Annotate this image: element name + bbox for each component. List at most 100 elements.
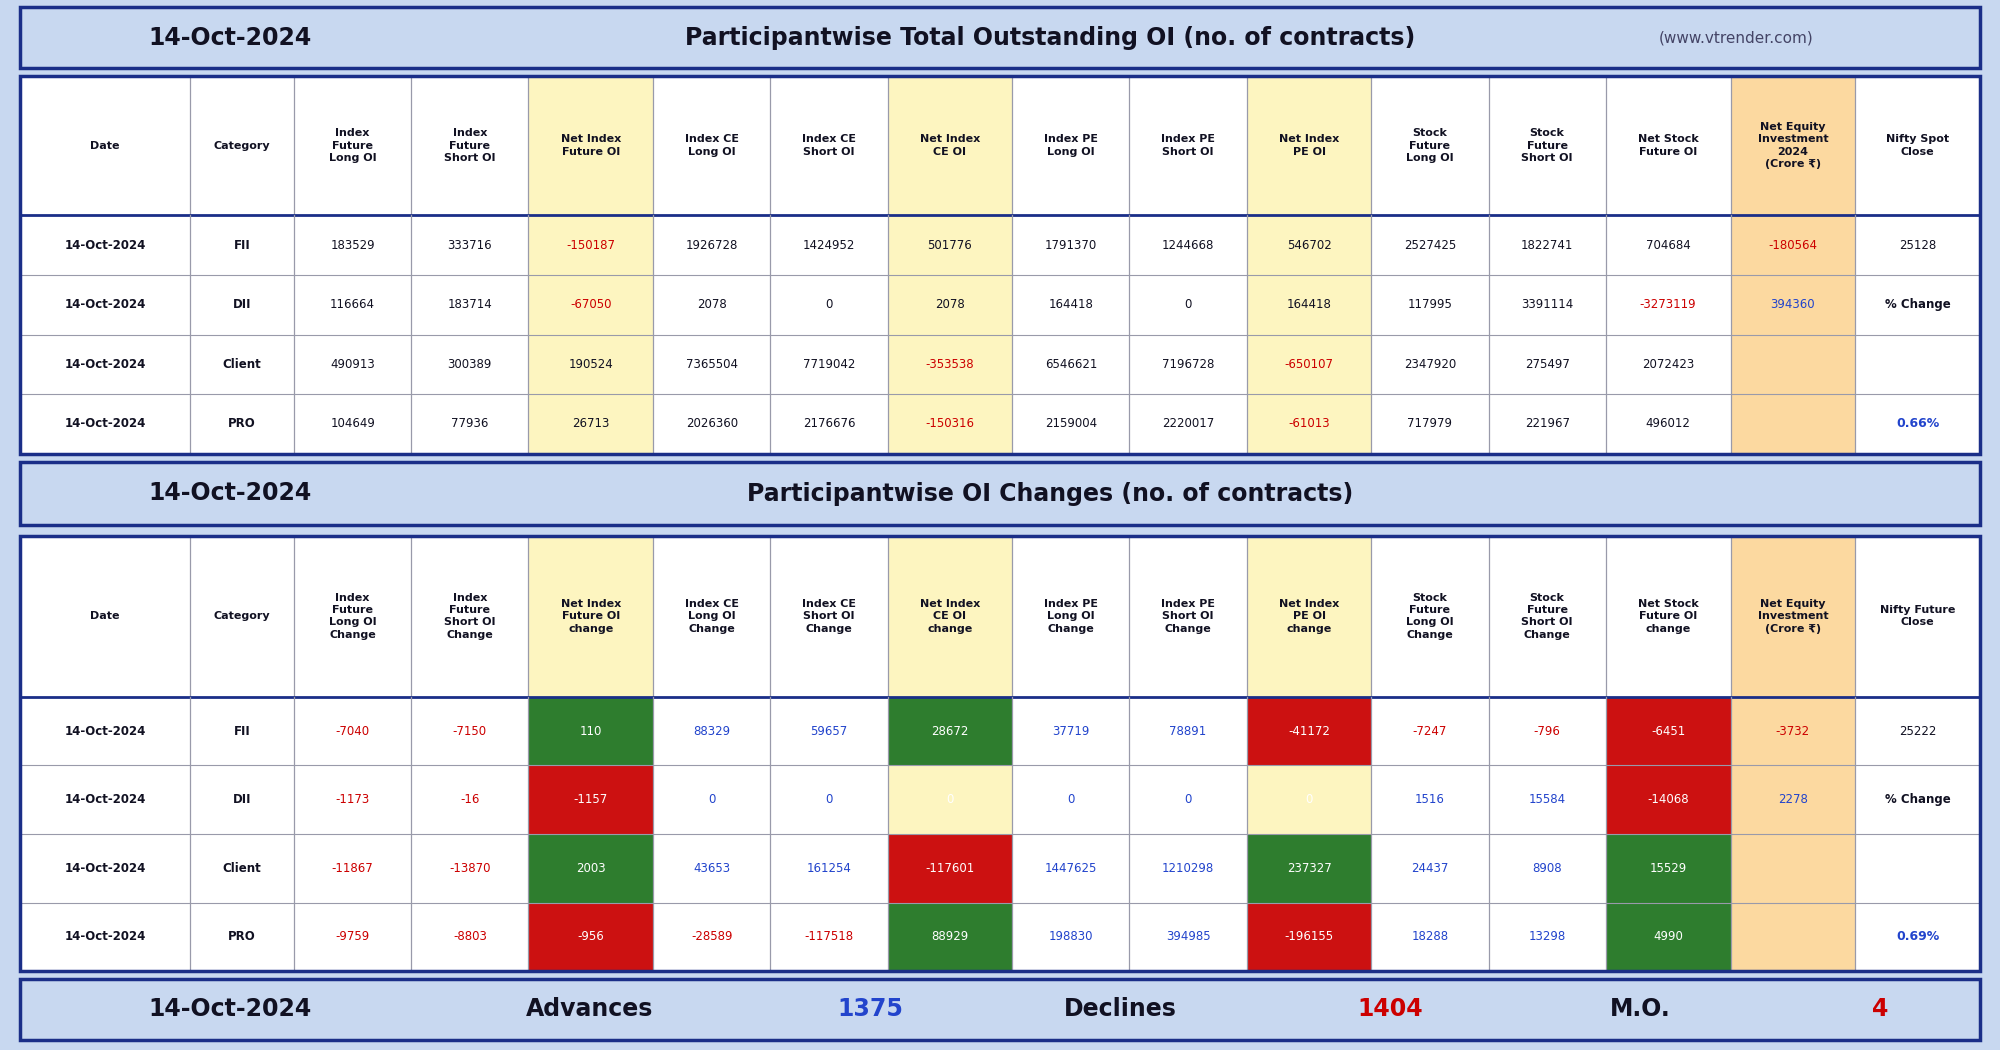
Text: -150316: -150316 — [926, 417, 974, 430]
Text: 1926728: 1926728 — [686, 238, 738, 252]
Text: 0: 0 — [826, 298, 832, 311]
Text: -1157: -1157 — [574, 793, 608, 806]
Bar — [528, 215, 654, 275]
Bar — [1730, 834, 1856, 903]
Bar — [1246, 765, 1372, 834]
Text: 2527425: 2527425 — [1404, 238, 1456, 252]
Bar — [20, 462, 1980, 525]
Text: Net Index
PE OI
change: Net Index PE OI change — [1278, 598, 1340, 633]
Text: 161254: 161254 — [806, 862, 852, 875]
Text: -41172: -41172 — [1288, 724, 1330, 737]
Bar — [1730, 536, 1856, 697]
Bar — [888, 275, 1012, 335]
Text: 1404: 1404 — [1358, 998, 1422, 1021]
Bar — [888, 394, 1012, 454]
Text: Net Index
CE OI: Net Index CE OI — [920, 134, 980, 156]
Text: Client: Client — [222, 358, 262, 371]
Text: 8908: 8908 — [1532, 862, 1562, 875]
Bar — [888, 697, 1012, 765]
Text: 2176676: 2176676 — [802, 417, 856, 430]
Text: Index CE
Short OI
Change: Index CE Short OI Change — [802, 598, 856, 633]
Text: 164418: 164418 — [1048, 298, 1094, 311]
Text: -28589: -28589 — [692, 930, 732, 944]
Text: 117995: 117995 — [1408, 298, 1452, 311]
Text: 14-Oct-2024: 14-Oct-2024 — [64, 862, 146, 875]
Text: Index
Future
Long OI: Index Future Long OI — [328, 128, 376, 163]
Text: 0: 0 — [1068, 793, 1074, 806]
Text: 6546621: 6546621 — [1044, 358, 1098, 371]
Text: Net Index
CE OI
change: Net Index CE OI change — [920, 598, 980, 633]
Text: 0: 0 — [826, 793, 832, 806]
Text: Net Index
Future OI
change: Net Index Future OI change — [560, 598, 620, 633]
Text: DII: DII — [232, 298, 252, 311]
Text: -13870: -13870 — [450, 862, 490, 875]
Text: -61013: -61013 — [1288, 417, 1330, 430]
Text: 2347920: 2347920 — [1404, 358, 1456, 371]
Bar — [528, 275, 654, 335]
Text: 3391114: 3391114 — [1522, 298, 1574, 311]
Text: 164418: 164418 — [1286, 298, 1332, 311]
Bar — [528, 335, 654, 394]
Bar — [1730, 697, 1856, 765]
Text: Participantwise Total Outstanding OI (no. of contracts): Participantwise Total Outstanding OI (no… — [684, 26, 1416, 49]
Text: 0: 0 — [946, 793, 954, 806]
Text: Index
Future
Short OI
Change: Index Future Short OI Change — [444, 592, 496, 639]
Text: 333716: 333716 — [448, 238, 492, 252]
Text: Stock
Future
Short OI: Stock Future Short OI — [1522, 128, 1572, 163]
Text: -7247: -7247 — [1412, 724, 1448, 737]
Bar — [888, 765, 1012, 834]
Text: Net Equity
Investment
2024
(Crore ₹): Net Equity Investment 2024 (Crore ₹) — [1758, 122, 1828, 169]
Text: Index
Future
Long OI
Change: Index Future Long OI Change — [328, 592, 376, 639]
Text: -117518: -117518 — [804, 930, 854, 944]
Text: 110: 110 — [580, 724, 602, 737]
Bar — [1606, 697, 1730, 765]
Text: 15529: 15529 — [1650, 862, 1686, 875]
Text: Participantwise OI Changes (no. of contracts): Participantwise OI Changes (no. of contr… — [746, 482, 1354, 505]
Text: -11867: -11867 — [332, 862, 374, 875]
Bar — [528, 834, 654, 903]
Text: 0.66%: 0.66% — [1896, 417, 1940, 430]
Bar — [888, 834, 1012, 903]
Text: 37719: 37719 — [1052, 724, 1090, 737]
Text: -67050: -67050 — [570, 298, 612, 311]
Text: -150187: -150187 — [566, 238, 616, 252]
Bar — [528, 536, 654, 697]
Bar — [1730, 215, 1856, 275]
Text: 546702: 546702 — [1286, 238, 1332, 252]
Text: Client: Client — [222, 862, 262, 875]
Text: 77936: 77936 — [452, 417, 488, 430]
Text: Nifty Spot
Close: Nifty Spot Close — [1886, 134, 1950, 156]
Text: Declines: Declines — [1064, 998, 1176, 1021]
Text: 704684: 704684 — [1646, 238, 1690, 252]
Text: 2278: 2278 — [1778, 793, 1808, 806]
Text: -6451: -6451 — [1652, 724, 1686, 737]
Text: -16: -16 — [460, 793, 480, 806]
Bar — [1730, 903, 1856, 971]
Bar — [528, 697, 654, 765]
Bar — [1730, 394, 1856, 454]
Text: 4990: 4990 — [1654, 930, 1684, 944]
Bar — [20, 462, 1980, 525]
Text: Index PE
Long OI: Index PE Long OI — [1044, 134, 1098, 156]
Text: Stock
Future
Long OI
Change: Stock Future Long OI Change — [1406, 592, 1454, 639]
Text: Index CE
Short OI: Index CE Short OI — [802, 134, 856, 156]
Text: Index CE
Long OI: Index CE Long OI — [684, 134, 738, 156]
Text: 501776: 501776 — [928, 238, 972, 252]
Bar — [20, 76, 1980, 454]
Text: 1375: 1375 — [838, 998, 902, 1021]
Bar — [20, 7, 1980, 68]
Text: 0.69%: 0.69% — [1896, 930, 1940, 944]
Text: 496012: 496012 — [1646, 417, 1690, 430]
Text: 14-Oct-2024: 14-Oct-2024 — [64, 298, 146, 311]
Text: Date: Date — [90, 141, 120, 150]
Bar — [1246, 275, 1372, 335]
Text: 59657: 59657 — [810, 724, 848, 737]
Text: 78891: 78891 — [1170, 724, 1206, 737]
Text: 2072423: 2072423 — [1642, 358, 1694, 371]
Text: 104649: 104649 — [330, 417, 376, 430]
Bar — [528, 903, 654, 971]
Text: 14-Oct-2024: 14-Oct-2024 — [64, 793, 146, 806]
Text: 190524: 190524 — [568, 358, 614, 371]
Text: % Change: % Change — [1884, 793, 1950, 806]
Text: 1424952: 1424952 — [802, 238, 856, 252]
